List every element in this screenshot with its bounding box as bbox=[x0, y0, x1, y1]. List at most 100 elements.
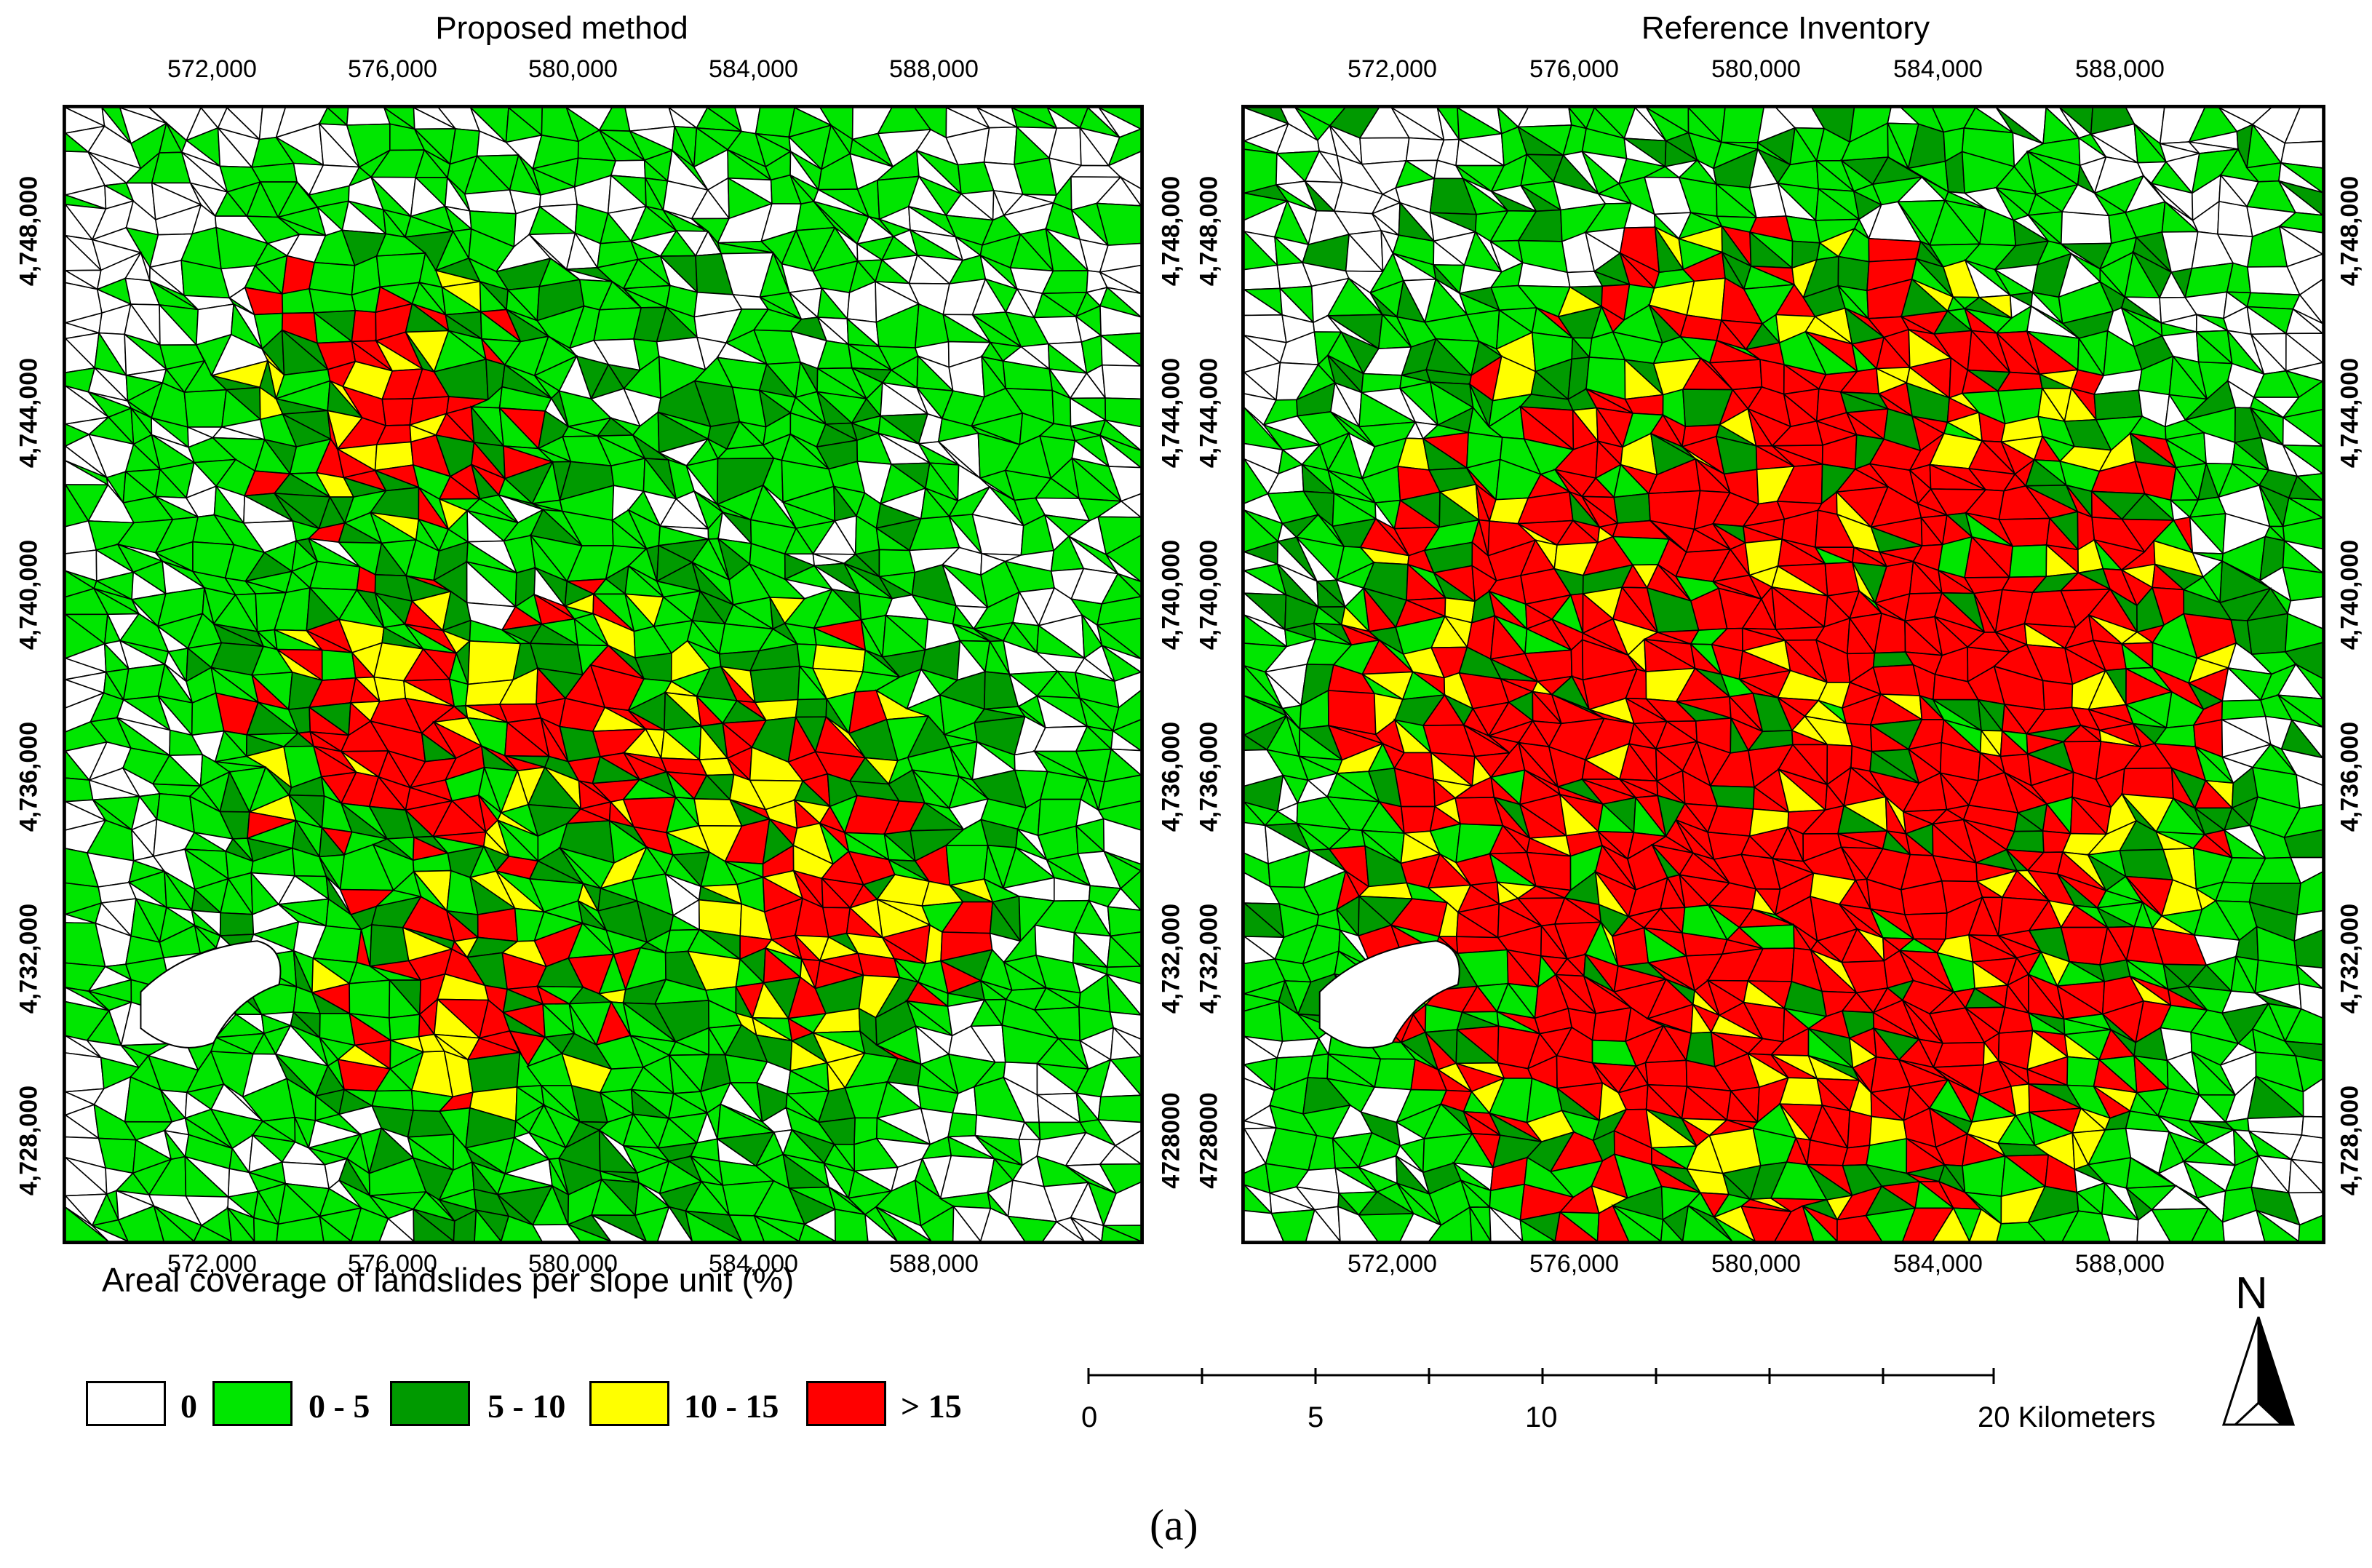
slope-unit bbox=[753, 1214, 800, 1241]
top-tick: 580,000 bbox=[528, 55, 618, 83]
scale-label-5: 5 bbox=[1308, 1401, 1324, 1433]
slope-unit bbox=[2284, 613, 2323, 653]
slope-unit bbox=[1244, 1209, 1284, 1241]
slope-unit bbox=[183, 389, 228, 428]
slope-unit bbox=[2302, 1078, 2323, 1118]
slope-unit bbox=[378, 1217, 415, 1241]
slope-unit bbox=[1836, 1214, 1883, 1241]
slope-unit bbox=[1596, 1204, 1630, 1241]
top-tick: 572,000 bbox=[167, 55, 257, 83]
slope-unit bbox=[1968, 1208, 2002, 1241]
slope-unit bbox=[65, 777, 94, 803]
top-tick: 572,000 bbox=[1348, 55, 1437, 83]
slope-unit bbox=[2060, 211, 2112, 245]
right-tick: 4,736,000 bbox=[1157, 721, 1185, 832]
slope-unit bbox=[1679, 314, 1722, 341]
top-tick: 576,000 bbox=[348, 55, 437, 83]
slope-unit bbox=[2290, 1134, 2323, 1163]
slope-unit bbox=[92, 1225, 129, 1241]
slope-unit bbox=[1399, 1212, 1442, 1241]
top-tick: 588,000 bbox=[889, 55, 979, 83]
slope-unit bbox=[2282, 380, 2323, 419]
slope-unit bbox=[153, 1204, 195, 1241]
slope-unit bbox=[2093, 389, 2143, 421]
slope-unit bbox=[2282, 566, 2323, 602]
slope-unit bbox=[381, 398, 414, 426]
right-tick: 4,728,000 bbox=[2336, 1085, 2364, 1196]
slope-unit bbox=[566, 1223, 611, 1241]
slope-unit bbox=[1042, 1220, 1086, 1241]
slope-unit bbox=[834, 1209, 869, 1241]
lake bbox=[140, 940, 282, 1048]
bottom-tick: 580,000 bbox=[528, 1250, 618, 1278]
slope-unit bbox=[349, 979, 391, 1019]
slope-unit bbox=[319, 1214, 352, 1241]
slope-unit bbox=[193, 1225, 232, 1241]
slope-unit bbox=[1006, 1215, 1058, 1241]
left-tick: 4,732,000 bbox=[15, 903, 43, 1014]
slope-unit bbox=[1244, 264, 1281, 290]
slope-unit bbox=[2136, 1209, 2171, 1241]
slope-unit bbox=[2290, 856, 2323, 885]
slope-unit bbox=[656, 1205, 693, 1241]
top-tick: 576,000 bbox=[1529, 55, 1619, 83]
slope-unit bbox=[1107, 128, 1141, 167]
slope-unit bbox=[2286, 253, 2323, 296]
slope-unit bbox=[250, 162, 298, 183]
slope-unit bbox=[920, 1205, 955, 1241]
slope-unit bbox=[2283, 804, 2323, 839]
slope-unit bbox=[2008, 544, 2047, 578]
slope-unit bbox=[685, 1209, 742, 1241]
slope-unit bbox=[1865, 1207, 1917, 1241]
slope-unit bbox=[812, 644, 867, 673]
slope-unit bbox=[1428, 1206, 1473, 1241]
slope-unit bbox=[2301, 1115, 2323, 1139]
slope-unit bbox=[1660, 1218, 1684, 1241]
slope-unit bbox=[1109, 1011, 1141, 1040]
slope-unit bbox=[2121, 767, 2174, 800]
slope-unit bbox=[1740, 1205, 1792, 1241]
slope-unit bbox=[321, 649, 357, 681]
slope-unit bbox=[1096, 202, 1141, 246]
slope-unit bbox=[1517, 108, 1572, 128]
slope-unit bbox=[219, 912, 255, 936]
slope-unit bbox=[1097, 1094, 1141, 1123]
slope-unit bbox=[477, 907, 519, 942]
slope-unit bbox=[375, 252, 426, 288]
map-frame-proposed bbox=[63, 105, 1144, 1244]
slope-unit bbox=[1102, 818, 1141, 865]
slope-unit bbox=[1720, 108, 1764, 143]
slope-unit bbox=[591, 1214, 647, 1241]
top-tick: 584,000 bbox=[1893, 55, 1983, 83]
legend-label-1: 0 - 5 bbox=[309, 1388, 370, 1425]
slope-unit bbox=[2255, 1209, 2300, 1241]
left-tick: 4,736,000 bbox=[15, 721, 43, 832]
top-tick: 580,000 bbox=[1711, 55, 1801, 83]
slope-unit bbox=[1099, 1163, 1141, 1195]
slope-unit bbox=[1097, 774, 1141, 811]
slope-unit bbox=[373, 676, 407, 702]
scale-label-10: 10 bbox=[1525, 1401, 1558, 1433]
slope-unit bbox=[1613, 493, 1651, 524]
slope-unit bbox=[1101, 1225, 1141, 1241]
slope-unit bbox=[798, 1223, 837, 1241]
top-tick: 588,000 bbox=[2075, 55, 2165, 83]
slope-unit bbox=[2293, 910, 2323, 942]
bottom-tick: 580,000 bbox=[1711, 1250, 1801, 1278]
slope-unit bbox=[1519, 1219, 1556, 1241]
slope-unit bbox=[2246, 613, 2288, 656]
slope-unit bbox=[2283, 1040, 2323, 1062]
slope-unit bbox=[1554, 1211, 1599, 1241]
slope-unit bbox=[2283, 829, 2323, 859]
slope-unit bbox=[1070, 1217, 1103, 1241]
slope-unit bbox=[2284, 108, 2323, 144]
slope-unit bbox=[2284, 642, 2323, 680]
top-tick: 584,000 bbox=[709, 55, 798, 83]
north-arrow-icon bbox=[2221, 1316, 2296, 1426]
slope-unit bbox=[979, 1207, 1026, 1241]
slope-unit bbox=[350, 1207, 389, 1241]
right-tick: 4,748,000 bbox=[2336, 175, 2364, 287]
slope-unit bbox=[2191, 1207, 2225, 1241]
right-tick: 4,744,000 bbox=[1157, 357, 1185, 469]
slope-unit bbox=[531, 1224, 581, 1241]
